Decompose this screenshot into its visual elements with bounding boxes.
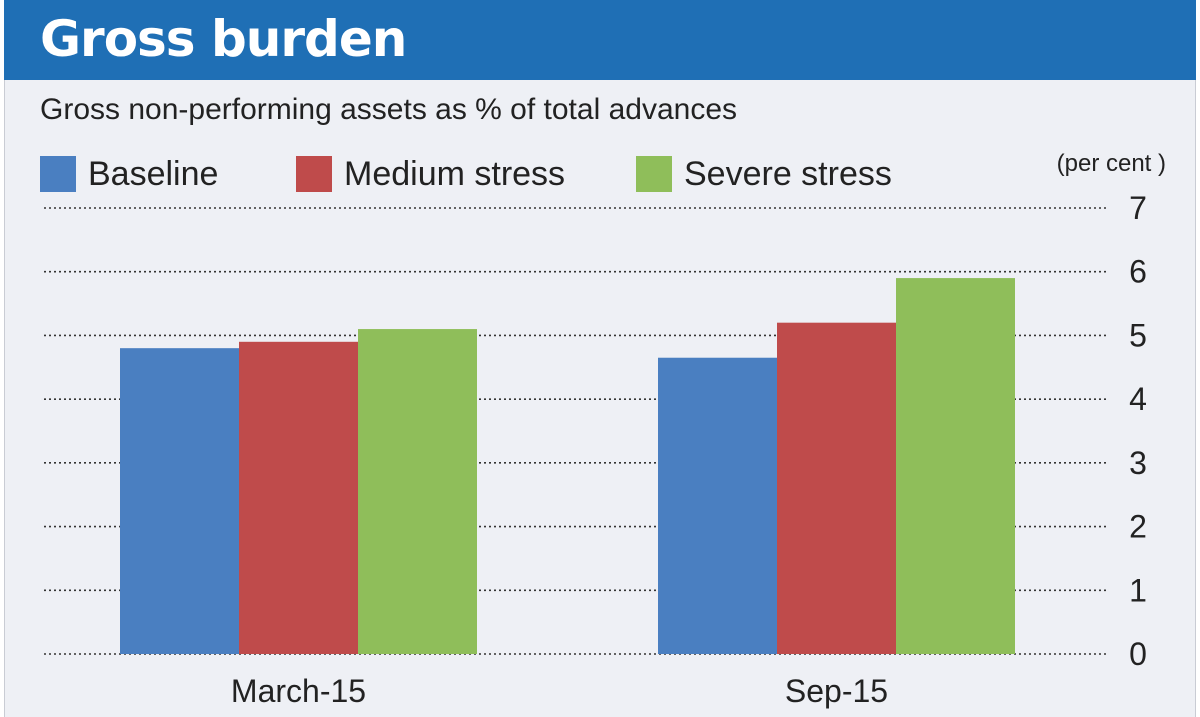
y-tick-label: 2 xyxy=(1129,509,1147,545)
chart-subtitle: Gross non-performing assets as % of tota… xyxy=(40,93,738,126)
y-tick-label: 0 xyxy=(1129,636,1147,672)
bar-baseline-sep-15 xyxy=(658,357,777,654)
chart-title: Gross burden xyxy=(40,10,407,68)
title-bar: Gross burden xyxy=(4,0,1196,80)
y-tick-label: 3 xyxy=(1129,445,1147,481)
legend-swatch-severe-stress xyxy=(636,156,672,192)
legend-label-baseline: Baseline xyxy=(88,155,219,193)
y-tick-label: 5 xyxy=(1129,317,1147,353)
legend-label-medium-stress: Medium stress xyxy=(344,155,566,193)
legend-swatch-baseline xyxy=(40,156,76,192)
bar-baseline-march-15 xyxy=(120,348,239,654)
bar-severe-stress-sep-15 xyxy=(896,278,1015,654)
y-axis-ticks: 0 1 2 3 4 5 6 7 xyxy=(1129,190,1147,672)
x-category-label: March-15 xyxy=(231,673,366,709)
legend-swatch-medium-stress xyxy=(296,156,332,192)
y-tick-label: 7 xyxy=(1129,190,1147,226)
legend-label-severe-stress: Severe stress xyxy=(684,155,892,193)
y-tick-label: 1 xyxy=(1129,572,1147,608)
x-axis-categories: March-15 Sep-15 xyxy=(231,673,888,709)
bar-medium-stress-sep-15 xyxy=(777,322,896,654)
bars xyxy=(120,278,1015,654)
y-tick-label: 4 xyxy=(1129,381,1147,417)
x-category-label: Sep-15 xyxy=(785,673,888,709)
y-tick-label: 6 xyxy=(1129,254,1147,290)
unit-label: (per cent ) xyxy=(1056,150,1166,177)
bar-severe-stress-march-15 xyxy=(358,329,477,654)
bar-medium-stress-march-15 xyxy=(239,341,358,654)
